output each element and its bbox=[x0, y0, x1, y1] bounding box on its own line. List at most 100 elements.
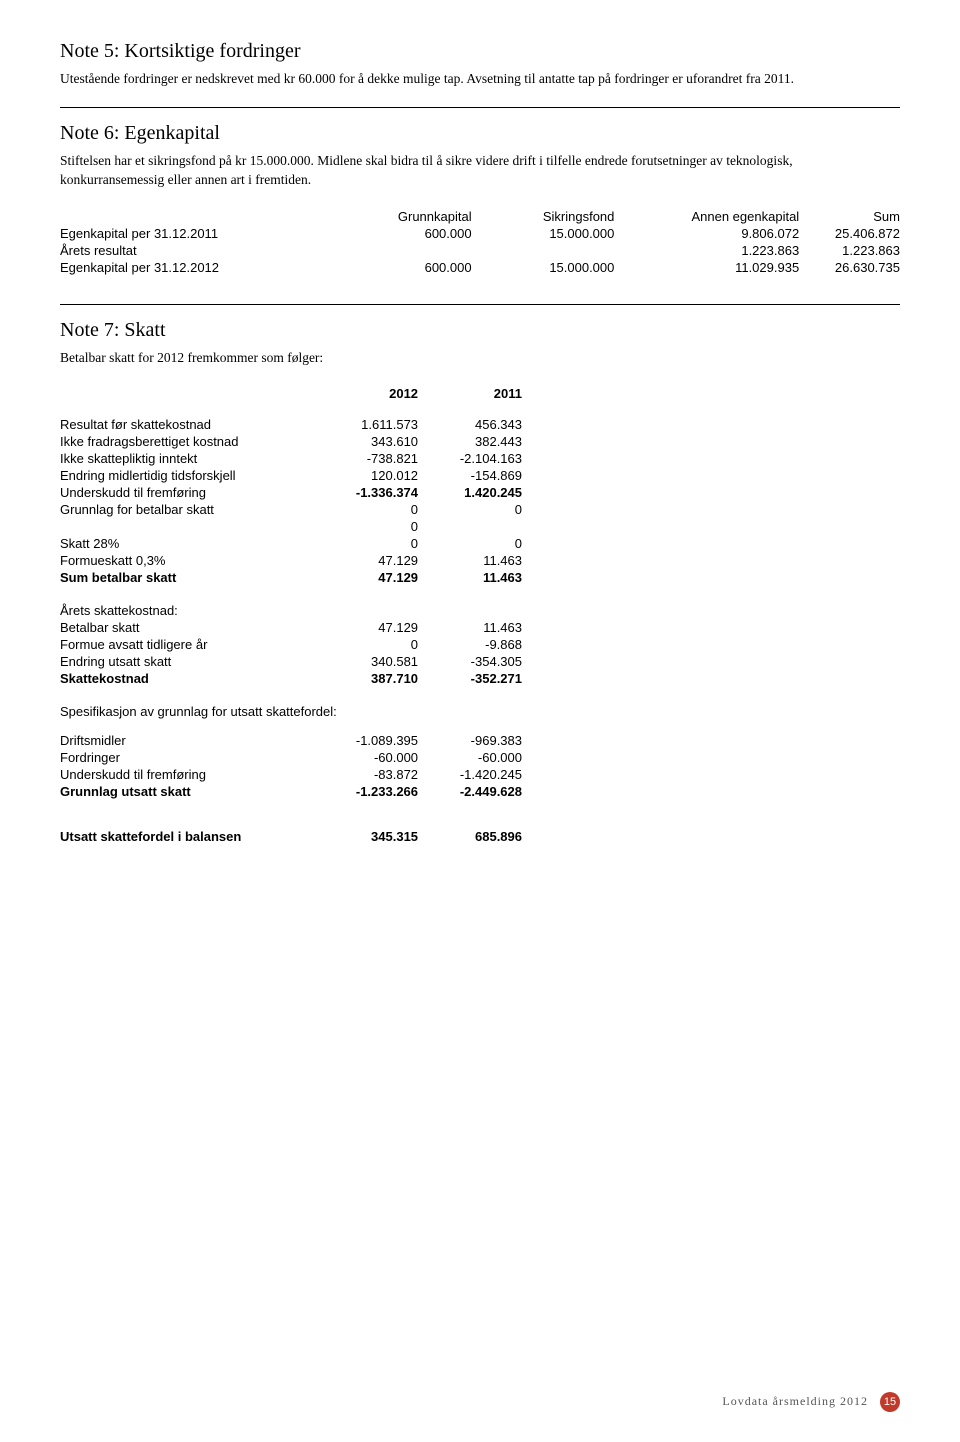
cell: 0 bbox=[314, 535, 418, 552]
subheading: Spesifikasjon av grunnlag for utsatt ska… bbox=[60, 703, 522, 720]
col-grunnkapital: Grunnkapital bbox=[329, 208, 472, 225]
cell: 387.710 bbox=[314, 670, 418, 687]
note6-title: Note 6: Egenkapital bbox=[60, 122, 900, 145]
cell: 26.630.735 bbox=[799, 259, 900, 276]
note5-title: Note 5: Kortsiktige fordringer bbox=[60, 40, 900, 63]
cell: 456.343 bbox=[418, 416, 522, 433]
cell: -60.000 bbox=[418, 749, 522, 766]
cell: Ikke fradragsberettiget kostnad bbox=[60, 433, 314, 450]
cell: -354.305 bbox=[418, 653, 522, 670]
cell: -1.089.395 bbox=[314, 732, 418, 749]
col-2011: 2011 bbox=[418, 385, 522, 402]
cell: 11.029.935 bbox=[614, 259, 799, 276]
table-row: Betalbar skatt47.12911.463 bbox=[60, 619, 522, 636]
col-blank bbox=[60, 208, 329, 225]
cell: 0 bbox=[314, 518, 418, 535]
cell: -2.104.163 bbox=[418, 450, 522, 467]
table-row: Grunnlag for betalbar skatt00 bbox=[60, 501, 522, 518]
cell: 345.315 bbox=[314, 828, 418, 845]
cell bbox=[60, 518, 314, 535]
cell: 600.000 bbox=[329, 259, 472, 276]
cell: Årets resultat bbox=[60, 242, 329, 259]
cell: Egenkapital per 31.12.2012 bbox=[60, 259, 329, 276]
divider bbox=[60, 107, 900, 108]
cell: -1.336.374 bbox=[314, 484, 418, 501]
cell: 1.223.863 bbox=[614, 242, 799, 259]
cell: 9.806.072 bbox=[614, 225, 799, 242]
table-row: Egenkapital per 31.12.2012 600.000 15.00… bbox=[60, 259, 900, 276]
table-row: Underskudd til fremføring-83.872-1.420.2… bbox=[60, 766, 522, 783]
cell: 0 bbox=[314, 501, 418, 518]
divider bbox=[60, 304, 900, 305]
cell: -83.872 bbox=[314, 766, 418, 783]
subheading: Årets skattekostnad: bbox=[60, 602, 522, 619]
cell: -60.000 bbox=[314, 749, 418, 766]
footer-text: Lovdata årsmelding 2012 bbox=[722, 1394, 868, 1408]
col-sum: Sum bbox=[799, 208, 900, 225]
cell: Formue avsatt tidligere år bbox=[60, 636, 314, 653]
cell: Endring midlertidig tidsforskjell bbox=[60, 467, 314, 484]
table-row: Ikke skattepliktig inntekt-738.821-2.104… bbox=[60, 450, 522, 467]
cell: 47.129 bbox=[314, 569, 418, 586]
cell: 0 bbox=[418, 501, 522, 518]
note5-body: Utestående fordringer er nedskrevet med … bbox=[60, 69, 900, 89]
cell: Skatt 28% bbox=[60, 535, 314, 552]
cell: 1.223.863 bbox=[799, 242, 900, 259]
cell: 47.129 bbox=[314, 552, 418, 569]
table-row: Fordringer-60.000-60.000 bbox=[60, 749, 522, 766]
table-row: Utsatt skattefordel i balansen345.315685… bbox=[60, 828, 522, 845]
cell: Utsatt skattefordel i balansen bbox=[60, 828, 314, 845]
col-sikringsfond: Sikringsfond bbox=[472, 208, 615, 225]
cell: Formueskatt 0,3% bbox=[60, 552, 314, 569]
cell: Driftsmidler bbox=[60, 732, 314, 749]
cell: -2.449.628 bbox=[418, 783, 522, 800]
table-row: Ikke fradragsberettiget kostnad343.61038… bbox=[60, 433, 522, 450]
page-number: 15 bbox=[880, 1392, 900, 1412]
cell: 11.463 bbox=[418, 569, 522, 586]
table-header-row: Grunnkapital Sikringsfond Annen egenkapi… bbox=[60, 208, 900, 225]
cell: 15.000.000 bbox=[472, 259, 615, 276]
cell bbox=[472, 242, 615, 259]
table-row: Driftsmidler-1.089.395-969.383 bbox=[60, 732, 522, 749]
cell: 382.443 bbox=[418, 433, 522, 450]
cell: 1.611.573 bbox=[314, 416, 418, 433]
cell: Grunnlag utsatt skatt bbox=[60, 783, 314, 800]
cell bbox=[418, 518, 522, 535]
cell: Fordringer bbox=[60, 749, 314, 766]
cell: Egenkapital per 31.12.2011 bbox=[60, 225, 329, 242]
note7-title: Note 7: Skatt bbox=[60, 319, 900, 342]
cell: -738.821 bbox=[314, 450, 418, 467]
cell: -154.869 bbox=[418, 467, 522, 484]
cell: Sum betalbar skatt bbox=[60, 569, 314, 586]
cell: -9.868 bbox=[418, 636, 522, 653]
cell bbox=[329, 242, 472, 259]
cell: 25.406.872 bbox=[799, 225, 900, 242]
table-row: Skattekostnad387.710-352.271 bbox=[60, 670, 522, 687]
table-row: Årets resultat 1.223.863 1.223.863 bbox=[60, 242, 900, 259]
col-blank bbox=[60, 385, 314, 402]
cell: 1.420.245 bbox=[418, 484, 522, 501]
note7-body: Betalbar skatt for 2012 fremkommer som f… bbox=[60, 348, 900, 368]
cell: Skattekostnad bbox=[60, 670, 314, 687]
cell: 343.610 bbox=[314, 433, 418, 450]
table-row: Formueskatt 0,3%47.12911.463 bbox=[60, 552, 522, 569]
table-row: Egenkapital per 31.12.2011 600.000 15.00… bbox=[60, 225, 900, 242]
table-row: Spesifikasjon av grunnlag for utsatt ska… bbox=[60, 703, 522, 720]
cell: Ikke skattepliktig inntekt bbox=[60, 450, 314, 467]
table-row: Grunnlag utsatt skatt-1.233.266-2.449.62… bbox=[60, 783, 522, 800]
col-annen: Annen egenkapital bbox=[614, 208, 799, 225]
col-2012: 2012 bbox=[314, 385, 418, 402]
tax-table: 2012 2011 Resultat før skattekostnad1.61… bbox=[60, 385, 522, 845]
cell: Underskudd til fremføring bbox=[60, 484, 314, 501]
cell: -352.271 bbox=[418, 670, 522, 687]
cell: Endring utsatt skatt bbox=[60, 653, 314, 670]
cell: -969.383 bbox=[418, 732, 522, 749]
equity-table: Grunnkapital Sikringsfond Annen egenkapi… bbox=[60, 208, 900, 276]
cell: Underskudd til fremføring bbox=[60, 766, 314, 783]
table-row: Årets skattekostnad: bbox=[60, 602, 522, 619]
cell: 600.000 bbox=[329, 225, 472, 242]
cell: -1.420.245 bbox=[418, 766, 522, 783]
cell: 15.000.000 bbox=[472, 225, 615, 242]
cell: 0 bbox=[418, 535, 522, 552]
cell: 685.896 bbox=[418, 828, 522, 845]
